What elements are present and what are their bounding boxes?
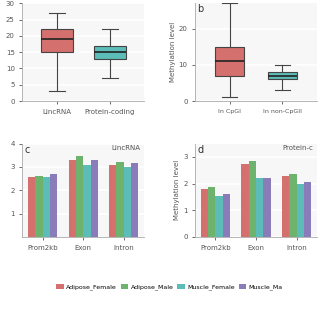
Bar bbox=[223, 194, 230, 237]
Text: LincRNA: LincRNA bbox=[111, 145, 140, 151]
Text: c: c bbox=[25, 145, 30, 155]
Bar bbox=[256, 178, 263, 237]
Y-axis label: Methylation level: Methylation level bbox=[170, 22, 176, 82]
Bar bbox=[241, 164, 249, 237]
Text: Protein-c: Protein-c bbox=[282, 145, 313, 151]
Bar bbox=[116, 162, 124, 237]
Bar bbox=[68, 160, 76, 237]
Bar bbox=[50, 174, 57, 237]
Bar bbox=[124, 167, 131, 237]
Text: d: d bbox=[197, 145, 204, 155]
Bar bbox=[109, 165, 116, 237]
Bar bbox=[297, 184, 304, 237]
Bar bbox=[91, 160, 98, 237]
PathPatch shape bbox=[41, 29, 73, 52]
Bar bbox=[131, 163, 138, 237]
Bar bbox=[208, 187, 215, 237]
Bar bbox=[201, 189, 208, 237]
Bar bbox=[289, 174, 297, 237]
Bar bbox=[263, 178, 271, 237]
Bar bbox=[249, 161, 256, 237]
Bar bbox=[76, 156, 83, 237]
Bar bbox=[83, 165, 91, 237]
Bar bbox=[304, 182, 311, 237]
Legend: Adipose_Female, Adipose_Male, Muscle_Female, Muscle_Ma: Adipose_Female, Adipose_Male, Muscle_Fem… bbox=[56, 284, 283, 290]
Y-axis label: Methylation level: Methylation level bbox=[174, 160, 180, 220]
PathPatch shape bbox=[215, 47, 244, 76]
Text: b: b bbox=[197, 4, 204, 14]
Bar bbox=[282, 176, 289, 237]
PathPatch shape bbox=[94, 46, 125, 59]
Bar bbox=[43, 178, 50, 237]
Bar bbox=[36, 176, 43, 237]
Bar bbox=[215, 196, 223, 237]
Bar bbox=[28, 178, 36, 237]
PathPatch shape bbox=[268, 72, 297, 79]
